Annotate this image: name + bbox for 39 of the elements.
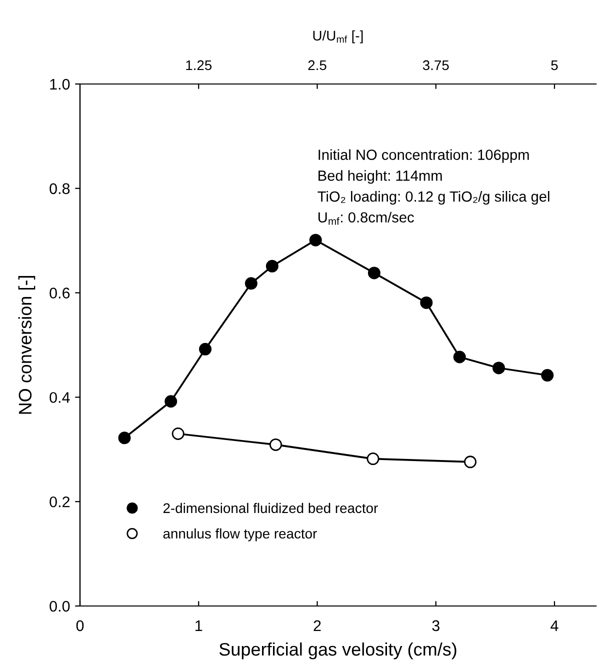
x-tick-label: 0 xyxy=(76,620,84,632)
point xyxy=(269,438,282,451)
x-tick-label: 3 xyxy=(432,620,440,632)
point xyxy=(420,296,433,309)
point xyxy=(492,362,505,374)
annotation: TiO₂ loading: 0.12 g TiO₂/g silica gel xyxy=(318,191,550,205)
x-axis-title: Superficial gas velosity (cm/s) xyxy=(219,642,456,660)
x2-tick-label: 3.75 xyxy=(422,60,449,70)
y-tick-label: 0.0 xyxy=(50,600,70,612)
y-tick-label: 0.6 xyxy=(50,288,70,298)
legend-label: annulus flow type reactor xyxy=(163,528,317,542)
x2-tick-label: 5 xyxy=(551,60,558,70)
point xyxy=(266,260,278,272)
legend-label: 2-dimensional fluidized bed reactor xyxy=(163,502,378,514)
point xyxy=(366,452,380,466)
point xyxy=(118,432,131,444)
point xyxy=(541,369,554,382)
x-tick-label: 1 xyxy=(196,620,202,631)
point xyxy=(368,266,380,280)
y-tick-label: 0.4 xyxy=(50,392,70,403)
point xyxy=(244,277,258,290)
annotation: U$_{mf}$: 0.8cm/sec xyxy=(318,212,414,225)
x-tick-label: 2 xyxy=(314,620,321,631)
annotation: Bed height: 114mm xyxy=(318,170,442,184)
y-tick-label: 0.2 xyxy=(50,496,70,508)
y-tick-label: 1.0 xyxy=(50,78,70,90)
y-tick-label: 0.8 xyxy=(50,183,70,194)
x-tick-label: 4 xyxy=(550,620,558,631)
y-axis-title: NO conversion [-] xyxy=(18,276,36,414)
x2-axis-title: U/U$_{mf}$ [-] xyxy=(313,30,363,44)
annotation: Initial NO concentration: 106ppm xyxy=(318,149,529,163)
point xyxy=(309,234,322,246)
point xyxy=(453,350,466,364)
x2-tick-label: 2.5 xyxy=(308,60,326,70)
point xyxy=(164,395,178,408)
point xyxy=(464,456,477,468)
x2-tick-label: 1.25 xyxy=(186,60,212,70)
point xyxy=(199,342,212,356)
point xyxy=(172,427,184,440)
